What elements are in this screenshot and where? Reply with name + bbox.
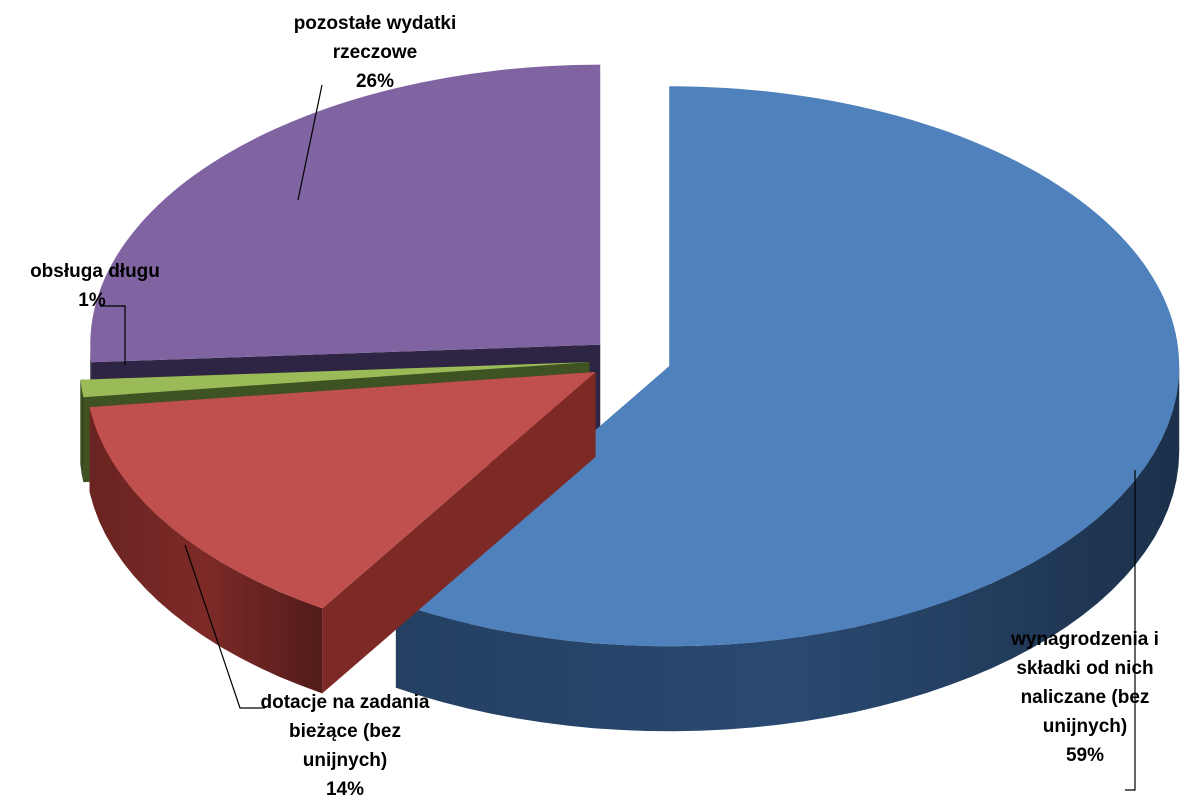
slice-2-top: [89, 372, 596, 609]
slice-label-line: rzeczowe: [333, 42, 417, 63]
slice-3-side-shade: [80, 379, 84, 483]
slice-value-label: 26%: [356, 71, 394, 92]
slice-1-top: [395, 86, 1180, 647]
slice-2-side-shade: [89, 407, 323, 694]
slice-label-line: unijnych): [303, 750, 387, 771]
slice-4-top: [90, 64, 601, 363]
slice-label-line: bieżące (bez: [289, 721, 401, 742]
label-slice-1: wynagrodzenia i składki od nich naliczane …: [1010, 470, 1159, 791]
slice-label-line: unijnych): [1043, 716, 1127, 737]
leader-line-4: [297, 84, 323, 201]
label-slice-2: dotacje na zadania bieżące (bez unijnych) 1…: [184, 544, 430, 800]
slice-label-line: pozostałe wydatki: [294, 13, 457, 34]
leader-line-2: [184, 544, 265, 709]
label-slice-3: obsługa długu 1%: [30, 261, 160, 365]
slice-value-label: 1%: [78, 290, 106, 311]
slice-1: [395, 86, 1180, 732]
slice-2: [89, 372, 596, 694]
slice-label-line: dotacje na zadania: [261, 692, 430, 713]
slice-label-line: naliczane (bez: [1021, 687, 1150, 708]
leader-line-1: [1125, 470, 1136, 791]
label-slice-4: pozostałe wydatki rzeczowe 26%: [294, 13, 457, 201]
slice-3-top: [80, 362, 590, 398]
slice-label-line: obsługa długu: [30, 261, 160, 282]
slice-label-line: składki od nich: [1016, 658, 1153, 679]
pie-labels: wynagrodzenia i składki od nich naliczane …: [30, 13, 1159, 800]
slice-1-side-shade: [395, 366, 1180, 732]
slice-value-label: 14%: [326, 779, 364, 800]
slice-value-label: 59%: [1066, 745, 1104, 766]
slice-label-line: wynagrodzenia i: [1010, 629, 1159, 650]
leader-line-3: [100, 305, 126, 365]
pie-slices: [80, 64, 1180, 732]
